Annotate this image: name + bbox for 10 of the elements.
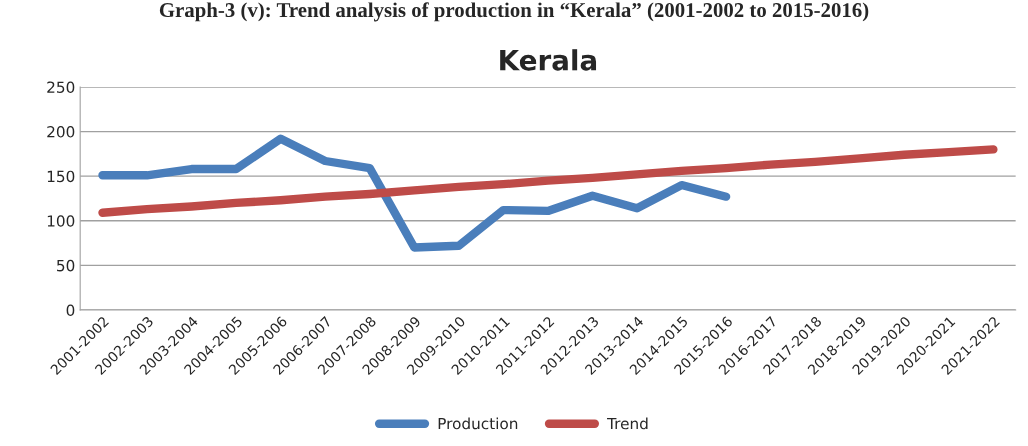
y-tick-label: 250 — [47, 81, 75, 93]
y-tick-label: 150 — [47, 170, 75, 183]
legend-label: Trend — [607, 417, 648, 430]
text: Graph-3 (v): Trend analysis of production in “Kerala” (2001-2002 to 2015-2016) — [159, 2, 869, 22]
chart-title: Kerala — [500, 49, 597, 71]
legend-label: Production — [438, 417, 518, 430]
y-tick-label: 200 — [47, 126, 75, 138]
y-tick-label: 0 — [66, 304, 75, 316]
y-tick-label: 50 — [57, 259, 75, 272]
y-tick-label: 100 — [47, 215, 75, 227]
